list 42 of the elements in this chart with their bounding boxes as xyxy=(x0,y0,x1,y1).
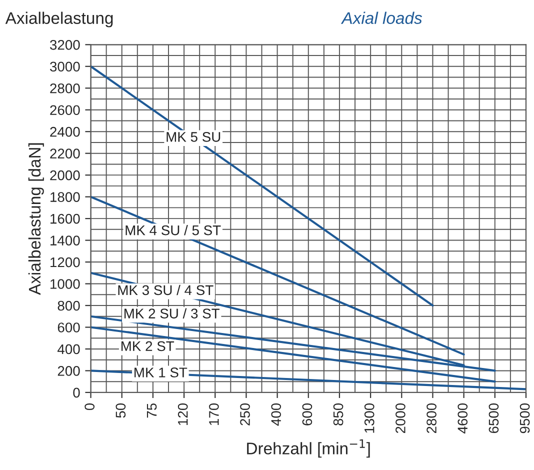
y-tick-label: 2400 xyxy=(50,126,80,137)
x-tick-label: 9500 xyxy=(520,403,530,434)
y-tick-label: 2800 xyxy=(50,83,80,94)
series-label: MK 2 ST xyxy=(121,341,174,352)
x-tick-label: 6500 xyxy=(488,403,499,434)
chart-subtitle: Axial loads xyxy=(340,12,422,24)
x-tick-label: 0 xyxy=(84,403,95,410)
x-tick-label: 1300 xyxy=(364,403,374,433)
y-tick-label: 1600 xyxy=(50,214,80,224)
series-label: MK 1 ST xyxy=(134,368,188,378)
y-tick-label: 1400 xyxy=(50,236,80,246)
y-tick-label: 1000 xyxy=(50,279,80,289)
series-label: MK 4 SU / 5 ST xyxy=(126,225,221,236)
x-tick-label: 250 xyxy=(240,403,250,426)
x-tick-label: 2800 xyxy=(426,403,436,434)
x-tick-label: 170 xyxy=(209,403,219,425)
y-tick-label: 2200 xyxy=(50,148,80,159)
series-label: MK 2 SU / 3 ST xyxy=(124,308,220,318)
x-tick-label: 50 xyxy=(116,403,126,418)
y-tick-label: 800 xyxy=(58,300,80,311)
x-axis-title: Drehzahl [min$^{−1}$] xyxy=(247,439,370,458)
y-tick-label: 0 xyxy=(73,388,80,398)
x-tick-label: 2000 xyxy=(396,403,406,434)
x-tick-label: 400 xyxy=(271,403,282,426)
y-axis-title: Axialbelastung [daN] xyxy=(28,143,44,295)
y-tick-label: 2000 xyxy=(50,170,80,180)
x-tick-label: 75 xyxy=(146,403,157,418)
x-tick-label: 4600 xyxy=(458,403,468,434)
y-tick-label: 1800 xyxy=(50,192,80,202)
y-tick-label: 400 xyxy=(58,344,80,354)
y-tick-label: 3200 xyxy=(50,40,80,50)
y-tick-label: 3000 xyxy=(50,62,80,72)
x-tick-label: 600 xyxy=(302,403,312,426)
x-tick-label: 850 xyxy=(333,403,344,426)
y-tick-label: 2600 xyxy=(50,105,80,116)
y-tick-label: 1200 xyxy=(50,257,80,268)
chart-title: Axialbelastung xyxy=(5,12,113,28)
y-tick-label: 200 xyxy=(58,366,80,376)
y-tick-label: 600 xyxy=(58,322,80,332)
series-label: MK 3 SU / 4 ST xyxy=(118,284,214,296)
x-tick-label: 120 xyxy=(178,403,188,425)
series-label: MK 5 SU xyxy=(166,132,220,142)
